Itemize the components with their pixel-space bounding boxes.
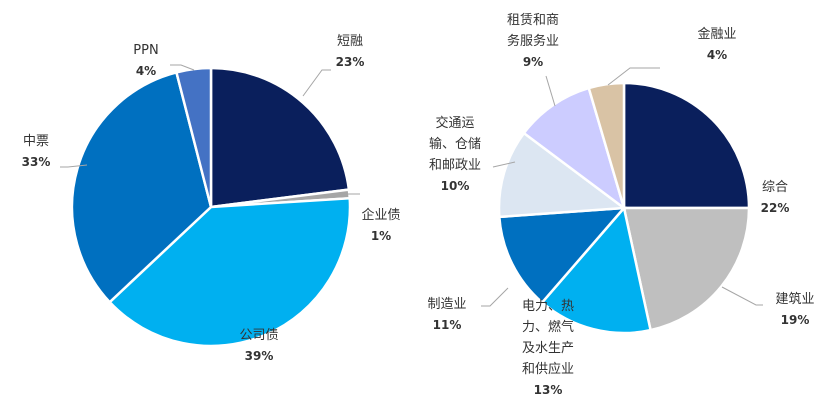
pie-labels: 短融 23% 企业债 1% 公司债 39% 中票 33% PPN 4% 综合 22% 建筑业 19% 电力、… bbox=[22, 13, 815, 397]
leader-mtn bbox=[60, 164, 88, 168]
label-transport: 交通运输、仓储和邮政业 10% bbox=[429, 115, 481, 193]
label-corporate-bond: 公司债 39% bbox=[239, 328, 278, 363]
leader-short-term bbox=[302, 69, 331, 97]
industry-slice-4 bbox=[497, 131, 628, 219]
industry-slice-1 bbox=[622, 206, 751, 332]
bond-type-slice-3 bbox=[70, 70, 213, 304]
leader-transport bbox=[492, 161, 516, 168]
label-ppn: PPN 4% bbox=[133, 43, 158, 78]
leader-construction bbox=[721, 286, 763, 306]
leader-manufacturing bbox=[481, 287, 509, 307]
industry-slice-5 bbox=[522, 86, 627, 212]
bond-type-slice-0 bbox=[209, 66, 351, 209]
leader-ppn bbox=[170, 64, 195, 71]
label-utilities: 电力、热力、燃气及水生产和供应业 13% bbox=[522, 299, 574, 397]
label-short-term: 短融 23% bbox=[336, 34, 365, 69]
label-mtn: 中票 33% bbox=[22, 134, 51, 169]
industry-slice-6 bbox=[587, 81, 626, 209]
industry-pie-chart bbox=[497, 81, 751, 335]
leader-finance bbox=[607, 67, 660, 86]
industry-slice-0 bbox=[622, 81, 751, 210]
bond-type-pie-chart bbox=[70, 66, 352, 348]
bond-type-slice-2 bbox=[107, 196, 352, 348]
bond-type-slice-4 bbox=[174, 66, 213, 208]
label-enterprise-bond: 企业债 1% bbox=[361, 207, 400, 243]
label-finance: 金融业 4% bbox=[697, 26, 736, 62]
label-manufacturing: 制造业 11% bbox=[427, 297, 466, 332]
label-comprehensive: 综合 22% bbox=[761, 180, 790, 215]
leader-leasing bbox=[545, 75, 556, 107]
label-leasing: 租赁和商务服务业 9% bbox=[507, 13, 559, 69]
industry-slice-3 bbox=[497, 206, 627, 305]
industry-slice-2 bbox=[540, 205, 653, 335]
label-construction: 建筑业 19% bbox=[775, 291, 814, 327]
